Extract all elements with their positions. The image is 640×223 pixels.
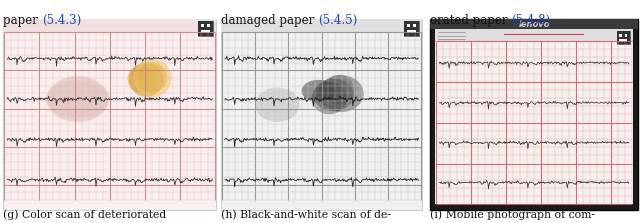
Bar	[622, 31, 625, 34]
Bar	[204, 33, 207, 36]
Bar	[410, 33, 413, 36]
Bar	[204, 27, 207, 30]
Text: orated paper: orated paper	[430, 14, 511, 27]
Ellipse shape	[312, 82, 347, 114]
Bar	[625, 37, 627, 39]
Bar	[410, 27, 413, 30]
Bar	[625, 42, 627, 44]
Bar	[435, 29, 633, 41]
Bar	[211, 21, 213, 24]
Ellipse shape	[133, 59, 172, 97]
Bar	[404, 24, 408, 27]
Bar	[620, 37, 622, 39]
Bar	[617, 31, 630, 44]
Bar	[410, 24, 413, 27]
Bar	[198, 30, 202, 33]
Bar	[417, 33, 419, 36]
Bar	[202, 27, 204, 30]
Text: damaged paper: damaged paper	[221, 14, 318, 27]
Bar	[417, 24, 419, 27]
Bar	[408, 33, 410, 36]
Bar	[627, 39, 630, 42]
Bar	[627, 42, 630, 44]
Bar	[435, 29, 633, 204]
Bar	[620, 31, 622, 34]
Bar	[211, 30, 213, 33]
Text: (h) Black-and-white scan of de-: (h) Black-and-white scan of de-	[221, 210, 391, 220]
Bar	[202, 33, 204, 36]
Bar	[627, 37, 630, 39]
Text: (5.4.5): (5.4.5)	[318, 14, 357, 27]
Bar	[198, 21, 213, 36]
Bar	[622, 34, 625, 37]
Bar	[221, 19, 422, 32]
Bar	[408, 21, 410, 24]
Bar	[404, 33, 408, 36]
Bar	[3, 19, 216, 210]
Bar	[617, 37, 620, 39]
Bar	[622, 37, 625, 39]
Bar	[198, 21, 202, 24]
Ellipse shape	[255, 88, 300, 122]
Bar	[622, 42, 625, 44]
Bar	[413, 27, 417, 30]
Text: lenovo: lenovo	[518, 20, 550, 29]
Bar	[627, 31, 630, 34]
Bar	[204, 24, 207, 27]
Ellipse shape	[127, 65, 154, 92]
Text: (5.4.3): (5.4.3)	[42, 14, 81, 27]
Bar	[413, 33, 417, 36]
Bar	[410, 21, 413, 24]
Bar	[221, 19, 422, 210]
Ellipse shape	[324, 75, 354, 105]
Bar	[625, 31, 627, 34]
Bar	[211, 33, 213, 36]
Bar	[417, 27, 419, 30]
Ellipse shape	[318, 75, 364, 112]
Text: (5.4.8): (5.4.8)	[511, 14, 550, 27]
Bar	[404, 21, 408, 24]
Bar	[207, 27, 211, 30]
Text: (g) Color scan of deteriorated: (g) Color scan of deteriorated	[3, 209, 166, 220]
Bar	[413, 21, 417, 24]
Bar	[198, 27, 202, 30]
Ellipse shape	[47, 76, 108, 122]
Bar	[404, 21, 419, 36]
Bar	[404, 27, 408, 30]
Bar	[417, 21, 419, 24]
Bar	[211, 24, 213, 27]
Bar	[430, 19, 638, 210]
Bar	[620, 42, 622, 44]
Ellipse shape	[47, 76, 109, 122]
Bar	[408, 27, 410, 30]
Bar	[207, 21, 211, 24]
Bar	[207, 33, 211, 36]
Bar	[3, 19, 216, 32]
Bar	[617, 34, 620, 37]
Ellipse shape	[129, 62, 163, 97]
Bar	[204, 21, 207, 24]
Ellipse shape	[45, 80, 110, 118]
Ellipse shape	[314, 78, 354, 111]
Ellipse shape	[136, 62, 167, 93]
Ellipse shape	[301, 80, 336, 102]
Bar	[417, 30, 419, 33]
Text: (i) Mobile photograph of com-: (i) Mobile photograph of com-	[430, 209, 595, 220]
Bar	[198, 33, 202, 36]
Bar	[202, 21, 204, 24]
Bar	[617, 42, 620, 44]
Bar	[627, 34, 630, 37]
Bar	[617, 39, 620, 42]
Bar	[430, 19, 638, 29]
Bar	[404, 30, 408, 33]
Bar	[198, 24, 202, 27]
Bar	[211, 27, 213, 30]
Bar	[617, 31, 620, 34]
Text: paper: paper	[3, 14, 42, 27]
